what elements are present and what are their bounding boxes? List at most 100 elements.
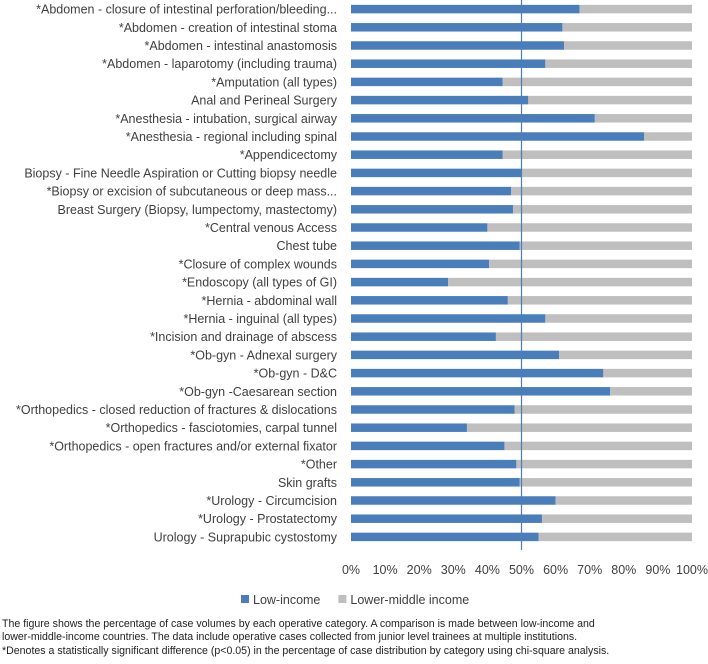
bar-low-income-12 (351, 223, 488, 232)
bar-lower-middle-income-4 (502, 77, 692, 87)
bar-lower-middle-income-20 (603, 368, 692, 378)
bar-lower-middle-income-11 (512, 205, 692, 214)
bar-lower-middle-income-16 (507, 296, 692, 305)
bar-low-income-20 (351, 368, 604, 378)
category-label: *Other (301, 458, 337, 472)
category-label: *Ob-gyn - Adnexal surgery (190, 348, 337, 362)
category-label: *Abdomen - creation of intestinal stoma (119, 21, 337, 35)
caption-line-2: lower-middle-income countries. The data … (2, 631, 578, 644)
bar-low-income-13 (351, 241, 520, 250)
bar-lower-middle-income-19 (559, 350, 692, 360)
bar-low-income-15 (351, 277, 449, 287)
bar-low-income-28 (351, 514, 542, 523)
bar-low-income-26 (351, 478, 520, 487)
bar-low-income-2 (351, 41, 565, 50)
bar-lower-middle-income-17 (545, 314, 692, 323)
bar-lower-middle-income-24 (504, 441, 692, 451)
bar-lower-middle-income-28 (541, 514, 692, 523)
bar-lower-middle-income-14 (489, 259, 692, 269)
caption-line-1: The figure shows the percentage of case … (2, 618, 595, 630)
category-label: *Urology - Prostatectomy (198, 512, 338, 526)
bar-lower-middle-income-1 (562, 23, 692, 32)
caption-line-3: *Denotes a statistically significant dif… (2, 644, 610, 657)
category-labels: *Abdomen - closure of intestinal perfora… (16, 3, 338, 545)
bar-lower-middle-income-23 (466, 423, 692, 432)
bar-low-income-7 (351, 132, 645, 141)
bar-low-income-11 (351, 205, 513, 214)
bar-lower-middle-income-15 (448, 277, 692, 287)
bar-lower-middle-income-12 (487, 223, 692, 232)
category-label: *Ob-gyn - D&C (254, 367, 337, 381)
bar-lower-middle-income-6 (594, 114, 692, 123)
bar-low-income-16 (351, 296, 508, 305)
x-tick-label: 50% (509, 563, 534, 577)
category-label: *Central venous Access (205, 221, 337, 235)
bar-low-income-1 (351, 23, 563, 32)
category-label: Anal and Perineal Surgery (191, 94, 338, 108)
bar-low-income-19 (351, 350, 560, 360)
category-label: *Abdomen - closure of intestinal perfora… (36, 3, 337, 17)
bar-lower-middle-income-25 (516, 459, 692, 469)
bar-lower-middle-income-26 (519, 478, 692, 487)
category-label: *Anesthesia - intubation, surgical airwa… (115, 112, 337, 126)
category-label: *Hernia - abdominal wall (202, 294, 337, 308)
category-label: Breast Surgery (Biopsy, lumpectomy, mast… (58, 203, 337, 217)
bar-lower-middle-income-22 (514, 405, 692, 414)
x-tick-label: 60% (543, 563, 568, 577)
bar-low-income-14 (351, 259, 490, 269)
legend-label-lower-middle-income: Lower-middle income (350, 593, 469, 607)
category-label: *Anesthesia - regional including spinal (126, 130, 337, 144)
category-label: *Hernia - inguinal (all types) (183, 312, 337, 326)
category-label: Chest tube (277, 239, 338, 253)
x-tick-label: 0% (342, 563, 360, 577)
legend-swatch-low-income (241, 595, 249, 603)
bar-lower-middle-income-13 (519, 241, 692, 250)
category-label: *Incision and drainage of abscess (150, 330, 337, 344)
bar-low-income-29 (351, 532, 539, 542)
bar-lower-middle-income-2 (564, 41, 693, 50)
category-label: *Amputation (all types) (211, 75, 337, 89)
bar-low-income-25 (351, 459, 517, 469)
bar-lower-middle-income-0 (579, 4, 692, 14)
category-label: *Abdomen - laparotomy (including trauma) (102, 57, 337, 71)
figure-caption: The figure shows the percentage of case … (2, 618, 706, 658)
legend-swatch-lower-middle-income (338, 595, 347, 603)
bar-lower-middle-income-27 (555, 496, 692, 505)
bar-low-income-22 (351, 405, 515, 414)
bar-low-income-5 (351, 95, 529, 105)
bar-low-income-9 (351, 168, 522, 178)
category-label: *Orthopedics - open fractures and/or ext… (49, 439, 337, 453)
legend-label-low-income: Low-income (253, 593, 320, 607)
bar-lower-middle-income-10 (511, 186, 692, 196)
bar-low-income-23 (351, 423, 467, 432)
bar-low-income-8 (351, 150, 503, 159)
category-label: *Appendicectomy (240, 148, 338, 162)
x-tick-label: 30% (441, 563, 466, 577)
bar-low-income-6 (351, 114, 595, 123)
x-tick-label: 40% (475, 563, 500, 577)
bar-low-income-4 (351, 77, 503, 87)
x-tick-label: 10% (373, 563, 398, 577)
category-label: Biopsy - Fine Needle Aspiration or Cutti… (24, 166, 337, 180)
bar-low-income-27 (351, 496, 556, 505)
bar-lower-middle-income-3 (545, 59, 692, 68)
bar-low-income-24 (351, 441, 505, 451)
x-tick-label: 70% (577, 563, 602, 577)
bar-lower-middle-income-21 (610, 387, 692, 396)
stacked-bar-chart: *Abdomen - closure of intestinal perfora… (16, 0, 708, 607)
bar-low-income-3 (351, 59, 546, 68)
bar-low-income-17 (351, 314, 546, 323)
bars (351, 4, 693, 542)
category-label: *Urology - Circumcision (206, 494, 337, 508)
category-label: *Endoscopy (all types of GI) (182, 276, 337, 290)
x-tick-label: 20% (407, 563, 432, 577)
bar-lower-middle-income-18 (495, 332, 692, 341)
legend: Low-income Lower-middle income (241, 593, 469, 607)
category-label: Skin grafts (278, 476, 337, 490)
bar-lower-middle-income-7 (644, 132, 692, 141)
x-tick-label: 90% (645, 563, 670, 577)
category-label: *Closure of complex wounds (179, 257, 337, 271)
category-label: *Ob-gyn -Caesarean section (179, 385, 337, 399)
bar-lower-middle-income-9 (521, 168, 692, 178)
category-label: *Orthopedics - closed reduction of fract… (16, 403, 337, 417)
